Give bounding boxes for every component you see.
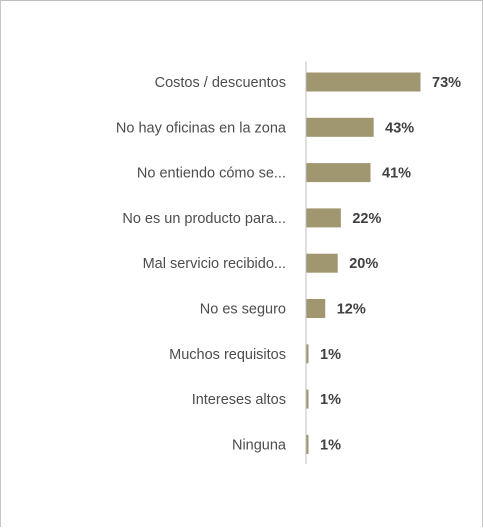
category-label: No hay oficinas en la zona [116, 120, 287, 136]
value-label: 12% [337, 302, 366, 318]
bar [306, 434, 309, 454]
bar [306, 163, 371, 183]
bar [306, 344, 309, 364]
category-label: Mal servicio recibido... [143, 256, 286, 272]
category-label: No entiendo cómo se... [137, 166, 286, 182]
category-label: No es seguro [200, 302, 286, 318]
category-label: Muchos requisitos [169, 347, 286, 363]
value-label: 1% [320, 347, 341, 363]
value-label: 43% [385, 120, 414, 136]
value-label: 41% [382, 166, 411, 182]
bar [306, 389, 309, 409]
category-label: No es un producto para... [122, 211, 286, 227]
category-label: Intereses altos [192, 392, 286, 408]
category-label: Ninguna [232, 437, 287, 453]
value-label: 22% [352, 211, 381, 227]
bar [306, 117, 374, 137]
value-label: 1% [320, 437, 341, 453]
bar [306, 253, 338, 273]
value-label: 73% [432, 75, 461, 91]
bar [306, 72, 421, 92]
value-label: 20% [349, 256, 378, 272]
category-label: Costos / descuentos [155, 75, 286, 91]
bar [306, 208, 341, 228]
bar [306, 299, 326, 318]
value-label: 1% [320, 392, 341, 408]
